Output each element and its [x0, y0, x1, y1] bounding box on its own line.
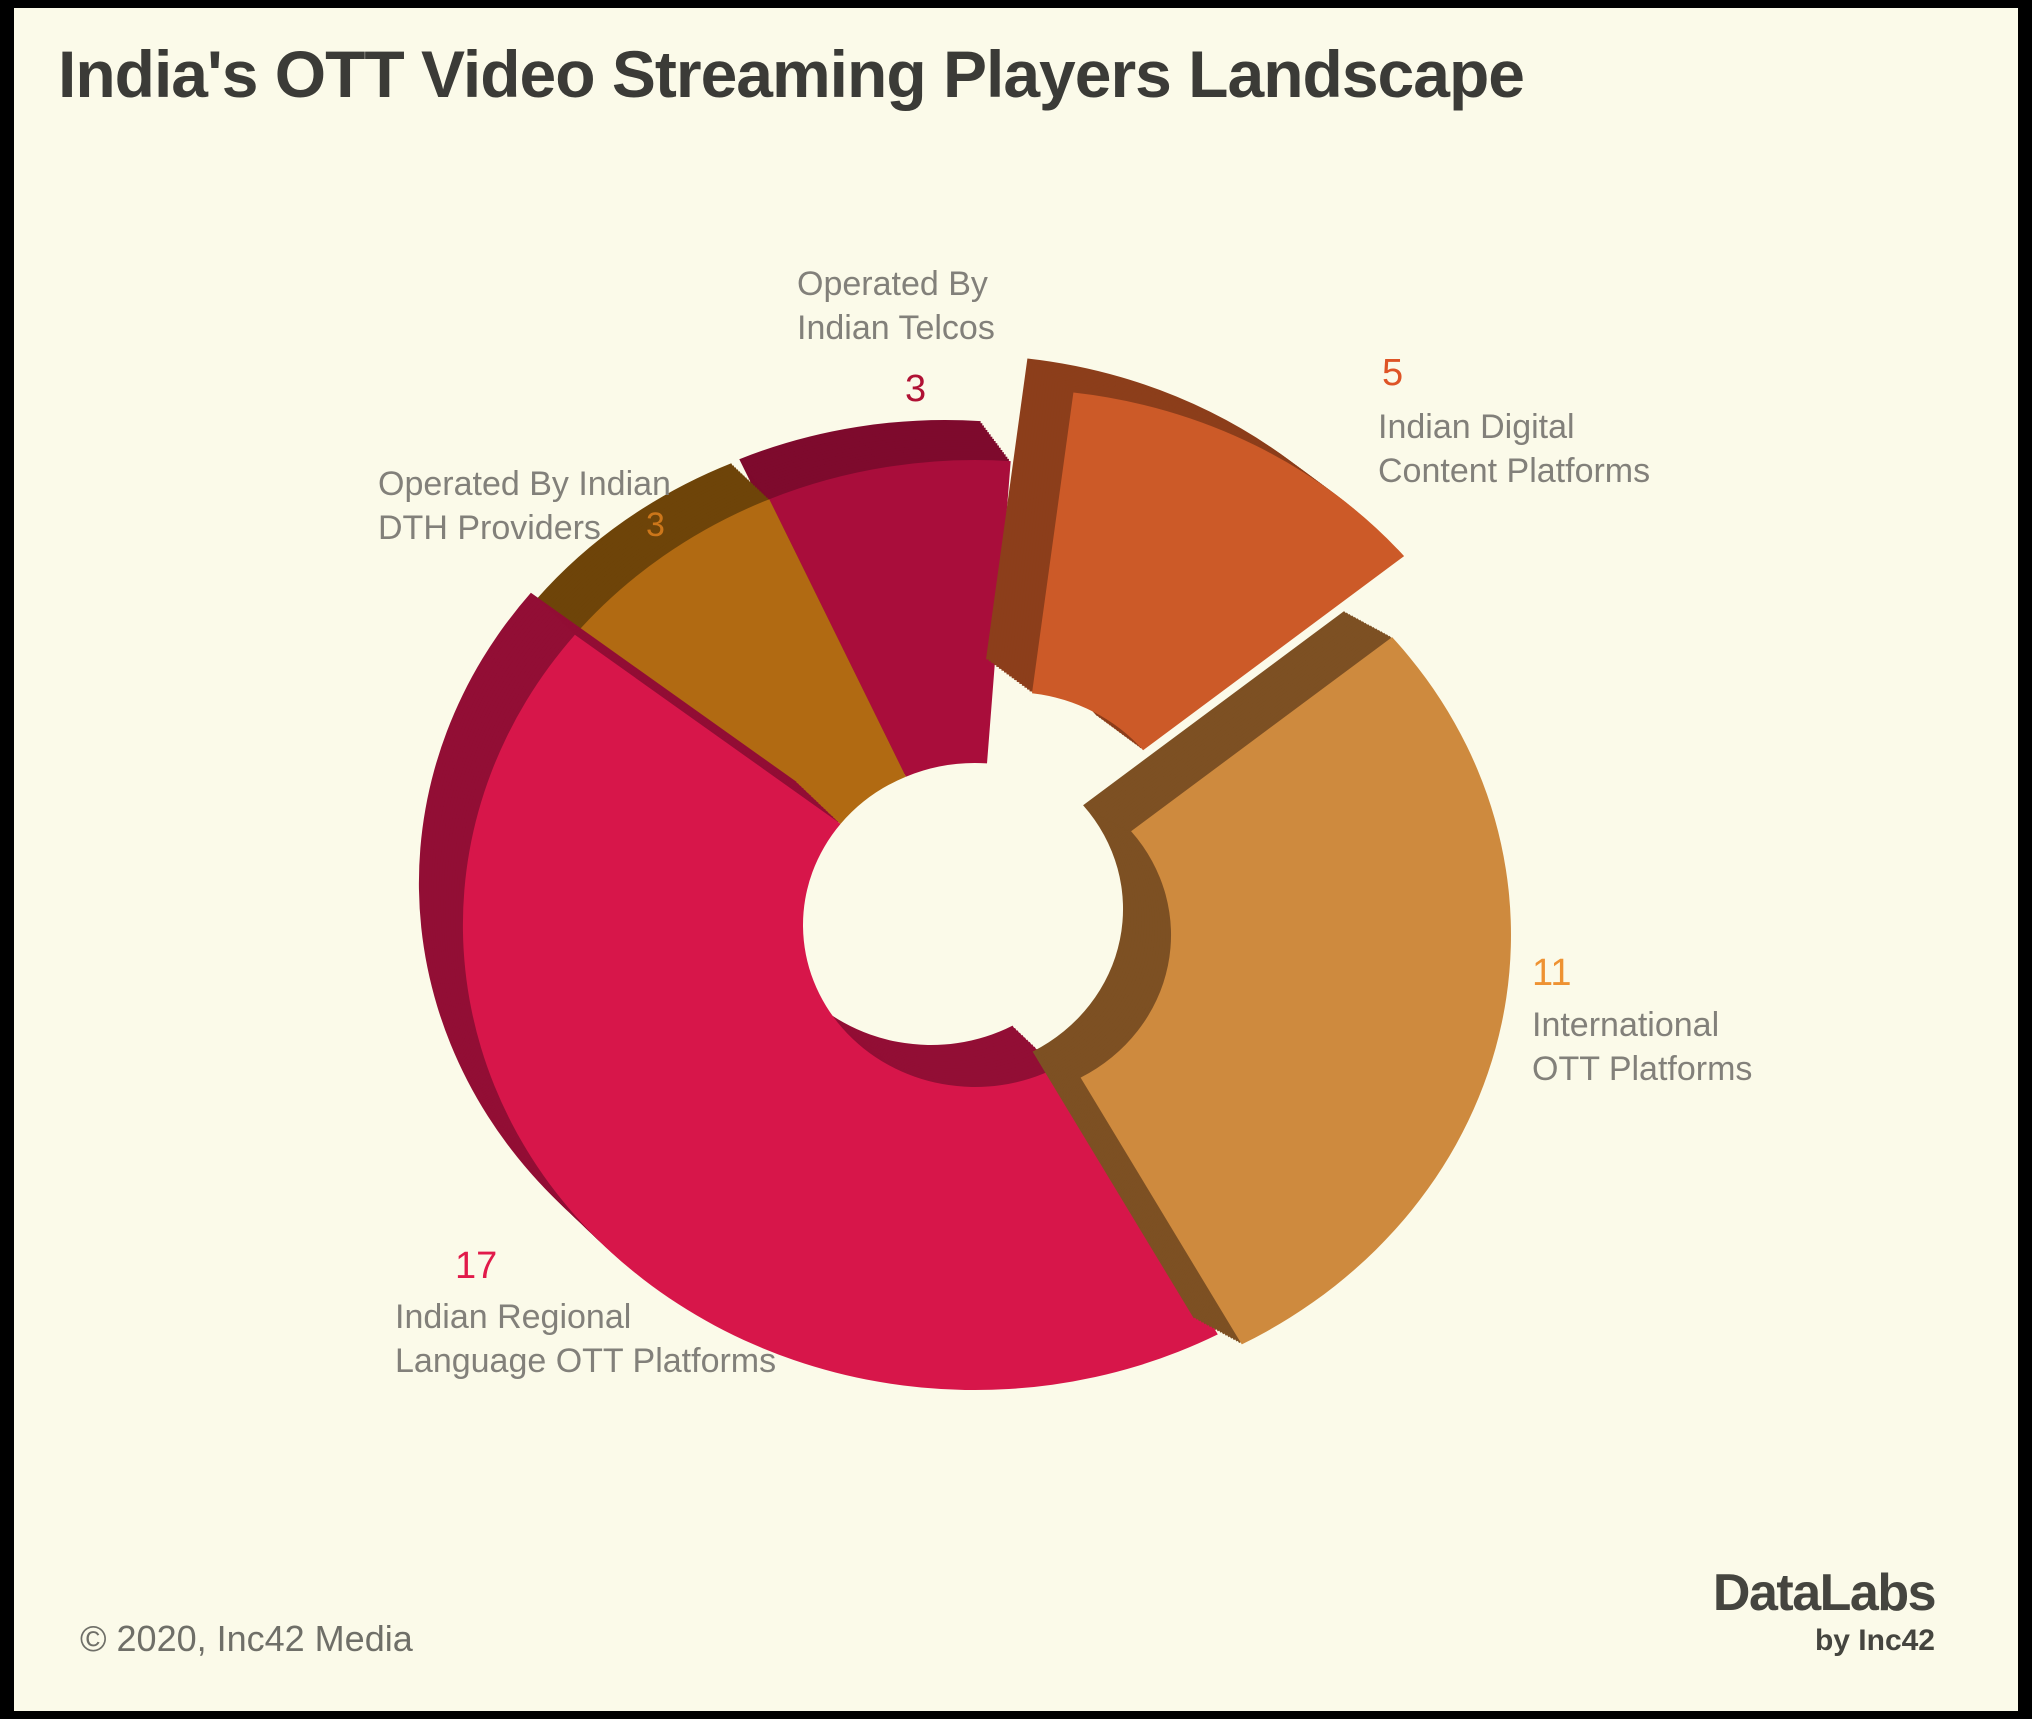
value-regional: 17	[455, 1245, 498, 1287]
label-dth-line2: DTH Providers	[378, 509, 601, 547]
label-dth: Operated By Indian DTH Providers	[378, 462, 671, 550]
value-dth: 3	[646, 506, 665, 544]
copyright-text: © 2020, Inc42 Media	[80, 1618, 413, 1659]
page-background: India's OTT Video Streaming Players Land…	[14, 8, 2018, 1711]
label-digital-content-line2: Content Platforms	[1378, 452, 1651, 490]
frame-border-top	[0, 0, 2032, 8]
label-international-line2: OTT Platforms	[1532, 1050, 1753, 1088]
value-telcos: 3	[905, 368, 927, 410]
label-regional: Indian Regional Language OTT Platforms	[395, 1295, 776, 1383]
donut-segment-4	[739, 419, 1011, 777]
donut-segment-1	[1032, 611, 1511, 1345]
donut-segment-0	[986, 358, 1405, 751]
label-dth-line1: Operated By Indian	[378, 465, 671, 503]
frame-border-left	[0, 0, 14, 1719]
donut-segment-2	[418, 592, 1218, 1391]
label-telcos-line2: Indian Telcos	[797, 309, 995, 347]
label-telcos: Operated By Indian Telcos	[797, 262, 995, 350]
label-telcos-line1: Operated By	[797, 265, 988, 303]
donut-segment-3	[536, 463, 906, 824]
brand-logo: DataLabs by Inc42	[1712, 1564, 1937, 1658]
chart-title: India's OTT Video Streaming Players Land…	[58, 37, 1525, 111]
value-digital-content: 5	[1382, 352, 1404, 394]
label-regional-line1: Indian Regional	[395, 1298, 632, 1336]
label-digital-content-line1: Indian Digital	[1378, 408, 1575, 446]
label-international-line1: International	[1532, 1006, 1720, 1044]
label-regional-line2: Language OTT Platforms	[395, 1342, 777, 1380]
brand-datalabs-text: DataLabs	[1712, 1564, 1937, 1622]
frame-border-right	[2018, 0, 2032, 1719]
frame-border-bottom	[0, 1711, 2032, 1719]
label-digital-content: Indian Digital Content Platforms	[1378, 405, 1650, 493]
brand-by-inc42-text: by Inc42	[1814, 1624, 1935, 1657]
value-international: 11	[1532, 952, 1572, 994]
label-international: International OTT Platforms	[1532, 1003, 1752, 1091]
